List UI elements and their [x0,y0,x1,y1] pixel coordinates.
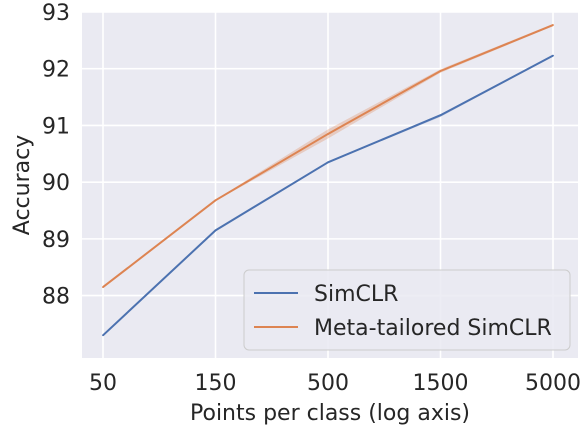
point-simclr-500 [327,161,329,164]
y-tick-label-91: 91 [42,114,70,139]
x-tick-label-150: 150 [195,371,237,396]
legend-label-simclr: SimCLR [314,282,398,307]
y-tick-label-88: 88 [42,285,70,310]
point-simclr-5000 [552,54,554,57]
point-simclr-150 [214,229,217,232]
y-tick-label-93: 93 [42,1,70,26]
x-tick-labels: 50 150 500 1500 5000 [89,371,581,396]
point-meta-tailored-simclr-5000 [552,24,554,26]
legend-label-meta-tailored-simclr: Meta-tailored SimCLR [314,316,552,341]
series-lines [102,24,554,337]
point-simclr-50 [102,334,104,337]
x-tick-label-1500: 1500 [413,371,469,396]
x-tick-label-5000: 5000 [525,371,581,396]
point-simclr-1500 [439,114,442,117]
x-tick-label-50: 50 [89,371,117,396]
point-meta-tailored-simclr-500 [327,133,329,135]
legend: SimCLR Meta-tailored SimCLR [243,269,571,351]
y-tick-label-90: 90 [42,171,70,196]
y-tick-labels: 88 89 90 91 92 93 [42,1,70,310]
point-meta-tailored-simclr-150 [214,199,217,202]
y-tick-label-89: 89 [42,228,70,253]
x-tick-label-500: 500 [307,371,349,396]
y-axis-label: Accuracy [10,135,35,235]
point-meta-tailored-simclr-50 [102,286,104,288]
x-axis-label: Points per class (log axis) [190,401,470,426]
y-tick-label-92: 92 [42,58,70,83]
legend-box [243,269,571,351]
point-meta-tailored-simclr-1500 [439,70,442,72]
